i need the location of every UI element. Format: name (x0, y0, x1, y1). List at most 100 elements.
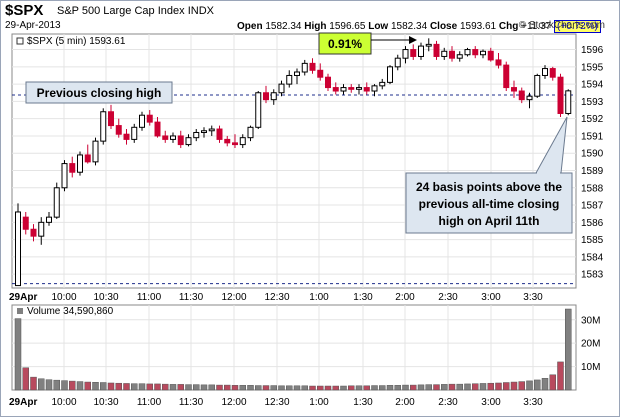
candle-body (487, 50, 494, 61)
volume-bar (309, 385, 316, 391)
volume-bar (363, 385, 370, 391)
candle-body (433, 43, 440, 57)
volume-bar (557, 361, 564, 391)
volume-bar (154, 383, 161, 391)
candle (534, 73, 541, 98)
candle-body (348, 87, 355, 90)
candle (325, 73, 331, 92)
candle (511, 80, 517, 98)
volume-bar (495, 382, 502, 391)
x-tick-label: 2:00 (395, 292, 415, 303)
candle-body (325, 76, 331, 89)
candle-body (239, 137, 246, 146)
volume-bar (510, 381, 518, 391)
candle (565, 89, 572, 116)
candle (77, 151, 83, 176)
callout-line-3: high on April 11th (439, 214, 540, 228)
candle-body (115, 125, 122, 135)
y-tick-label: 1586 (581, 218, 604, 229)
y-tick-label: 1596 (581, 45, 604, 56)
candle-body (317, 69, 324, 78)
price-legend-text: $SPX (5 min) 1593.61 (27, 36, 126, 47)
candle-body (123, 133, 130, 140)
volume-bar (231, 385, 239, 391)
volume-bar (448, 383, 456, 391)
candle-body (472, 49, 479, 56)
candle (332, 82, 339, 95)
candle (518, 87, 525, 104)
candle (247, 125, 254, 142)
volume-bar (100, 382, 107, 391)
candle-body (286, 74, 293, 85)
candle-body (247, 126, 254, 139)
candle (270, 89, 277, 105)
candle (61, 160, 68, 192)
volume-bar (348, 385, 355, 391)
candle-body (464, 49, 471, 56)
candle (480, 49, 486, 59)
open-label: Open (237, 21, 263, 32)
candle-body (162, 135, 169, 140)
candle (278, 80, 285, 97)
y-tick-label: 1583 (581, 270, 604, 281)
volume-bar (379, 385, 386, 391)
y-tick-label: 1593 (581, 97, 604, 108)
candle (123, 129, 130, 145)
candle-body (456, 54, 463, 59)
x-tick-label-bottom: 1:30 (353, 397, 373, 408)
price-y-ticks: 1583 1584 1585 1586 1587 1588 1589 1590 1591 1592… (581, 45, 604, 281)
candle-body (518, 90, 525, 101)
candle-body (139, 114, 145, 128)
volume-bar (193, 384, 200, 391)
reference-lines (12, 94, 576, 285)
candle-body (108, 111, 114, 127)
candle (177, 130, 184, 149)
candle (487, 47, 494, 62)
exchange-code: INDX (187, 5, 214, 17)
candle (387, 65, 393, 85)
volume-bar (464, 383, 471, 391)
candle-body (177, 135, 184, 146)
candle (317, 63, 324, 81)
candle-body (61, 163, 68, 189)
volume-bar (38, 378, 45, 391)
candle-body (549, 68, 556, 78)
candle-body (340, 87, 347, 92)
y-tick-label: 1592 (581, 114, 604, 125)
index-full-name: S&P 500 Large Cap Index (57, 5, 185, 17)
x-tick-label-bottom: 12:00 (221, 397, 246, 408)
candle (549, 66, 556, 81)
y-tick-label: 1595 (581, 62, 604, 73)
candle-body (224, 138, 231, 144)
candle (185, 134, 192, 147)
volume-bar (433, 384, 440, 391)
volume-bar (200, 384, 208, 391)
candle-body (449, 50, 455, 59)
candle-body (255, 92, 262, 128)
candle-body (154, 121, 161, 137)
y-tick-label: 1589 (581, 166, 604, 177)
x-tick-label-bottom: 2:30 (438, 397, 458, 408)
x-tick-label-bottom: 1:00 (309, 397, 329, 408)
volume-bar (92, 382, 99, 391)
candle-body (402, 49, 409, 59)
candle-body (301, 62, 308, 73)
volume-bar (84, 381, 91, 391)
candle-body (208, 128, 215, 132)
volume-bar (286, 385, 293, 391)
candle-body (542, 68, 548, 76)
high-value: 1596.65 (329, 21, 366, 32)
x-tick-label-bottom: 3:30 (523, 397, 543, 408)
candle (557, 73, 564, 117)
volume-bar (45, 379, 53, 391)
candle (38, 217, 45, 245)
candle (379, 78, 386, 90)
prev-high-annotation: Previous closing high (25, 81, 173, 104)
candle-body (480, 50, 486, 56)
volume-bar (270, 385, 277, 391)
candle-body (53, 187, 60, 218)
close-label: Close (429, 21, 458, 32)
chart-date: 29-Apr-2013 (5, 20, 61, 31)
candle-body (146, 114, 153, 123)
